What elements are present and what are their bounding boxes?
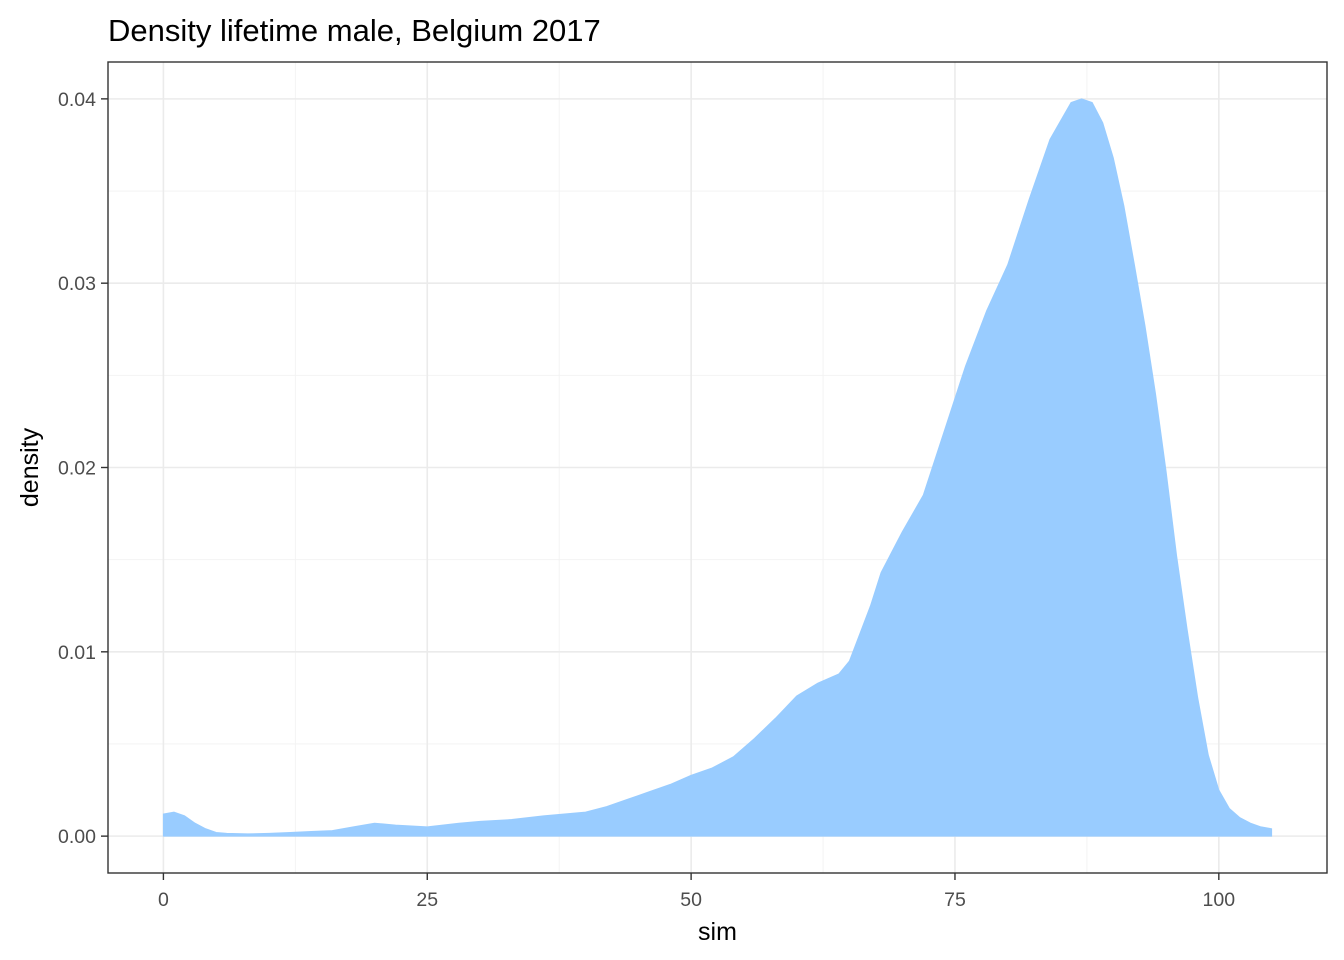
x-tick-label: 25 [416, 889, 438, 911]
y-axis-title: density [16, 427, 44, 507]
x-axis: 0 25 50 75 100 [158, 873, 1235, 911]
x-axis-title: sim [698, 918, 737, 946]
x-tick-label: 50 [680, 889, 702, 911]
y-tick-label: 0.03 [58, 273, 96, 295]
y-tick-label: 0.04 [58, 89, 96, 111]
x-tick-label: 100 [1203, 889, 1236, 911]
y-tick-label: 0.02 [58, 458, 96, 480]
y-tick-label: 0.00 [58, 826, 96, 848]
density-area [162, 98, 1273, 837]
chart-title: Density lifetime male, Belgium 2017 [108, 13, 601, 48]
y-axis: 0.00 0.01 0.02 0.03 0.04 [58, 89, 108, 848]
y-tick-label: 0.01 [58, 642, 96, 664]
x-tick-label: 0 [158, 889, 169, 911]
x-tick-label: 75 [944, 889, 966, 911]
